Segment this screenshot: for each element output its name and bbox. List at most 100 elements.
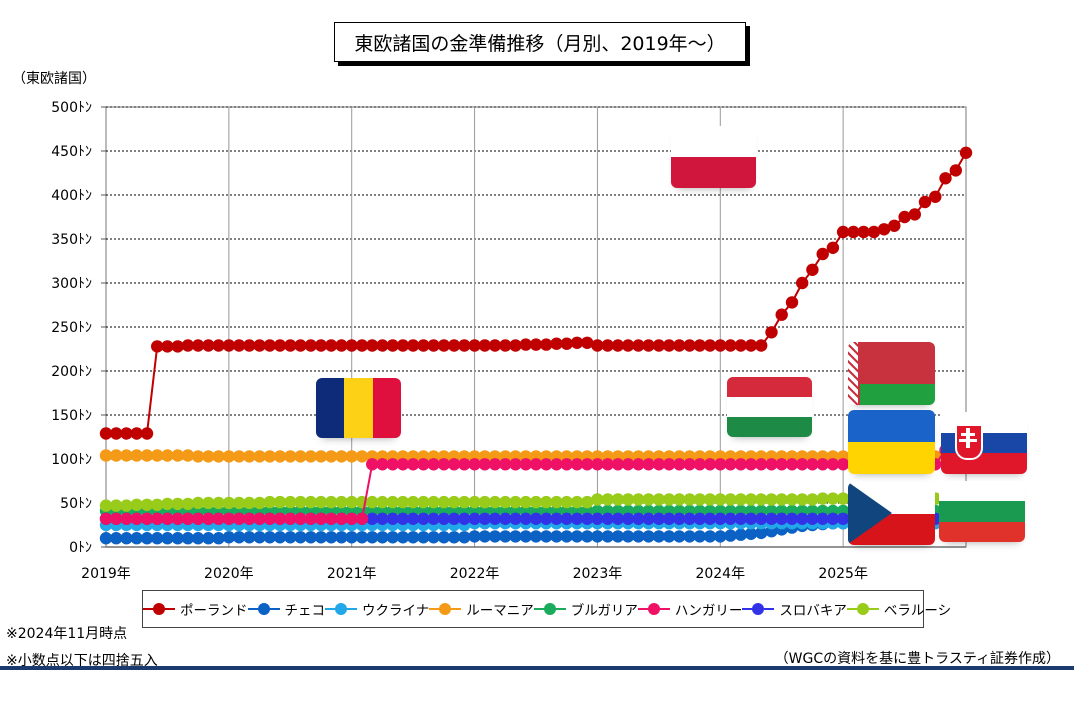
data-point [161,340,174,353]
data-point [519,338,532,351]
legend-item: ブルガリア [533,599,638,619]
data-point [765,512,778,525]
data-point [140,512,154,525]
y-tick-label: 450ﾄﾝ [51,144,92,160]
data-point [335,512,348,525]
data-point [284,450,297,463]
data-point [550,530,563,543]
data-point [130,449,143,462]
chart-title: 東欧諸国の金準備推移（月別、2019年～） [334,22,746,62]
data-point [458,531,471,544]
data-point [693,512,706,525]
data-point [396,495,410,509]
data-point [734,493,747,506]
data-point [478,512,491,525]
data-point [222,531,236,544]
data-point [161,532,174,545]
data-point [232,450,246,463]
data-point [273,495,287,509]
data-point [478,530,491,543]
data-point [355,339,369,352]
data-point [284,512,297,525]
data-point [601,458,614,471]
data-point [284,339,297,352]
data-point [355,512,369,525]
data-point [529,512,543,525]
data-point [181,449,195,462]
data-point [273,531,287,544]
data-point [724,512,737,525]
data-point [273,512,287,525]
data-point [714,512,727,525]
data-point [447,458,461,471]
data-point [488,530,502,543]
data-point [161,497,174,511]
data-point [826,512,840,525]
data-point [253,496,266,510]
data-point [560,495,573,509]
data-point [304,339,317,352]
data-point [662,339,676,352]
data-point [724,458,737,471]
data-point [120,512,133,525]
data-point [304,495,317,509]
data-point [140,427,154,440]
data-point [857,225,870,239]
data-point [417,495,430,509]
data-point [550,495,563,509]
data-point [560,458,573,471]
data-point [263,512,276,525]
data-point [785,296,799,309]
data-point [478,458,491,471]
data-point [386,495,399,509]
data-point [581,458,594,471]
y-tick-label: 350ﾄﾝ [51,232,92,248]
series-7 [99,492,973,512]
data-point [468,339,481,352]
romania-flag [316,378,401,438]
data-point [417,531,430,544]
data-point [191,339,205,352]
legend-swatch [247,602,280,616]
data-point [570,336,584,349]
data-point [591,458,604,471]
data-point [611,493,625,506]
data-point [796,512,809,525]
legend-item: ベラルーシ [846,599,951,619]
bulgaria-flag [939,481,1025,542]
data-point [345,512,358,525]
data-point [499,458,512,471]
data-point [325,531,338,544]
data-point [110,532,123,545]
data-point [202,450,215,463]
data-point [417,339,430,352]
data-point [816,458,829,471]
data-point [120,499,133,512]
legend-label: ブルガリア [570,603,638,619]
data-point [212,512,225,525]
data-point [99,512,113,525]
data-point [540,512,553,525]
data-point [499,339,512,352]
data-point [437,512,451,525]
data-point [458,495,471,509]
data-point [335,450,348,463]
data-point [294,450,307,463]
data-point [714,530,727,543]
data-point [714,493,727,506]
data-point [621,530,635,543]
data-point [110,512,123,525]
data-point [488,512,502,525]
data-point [427,495,440,509]
data-point [130,512,143,525]
data-point [161,512,174,525]
data-point [836,512,850,525]
data-point [509,530,522,543]
data-point [683,458,696,471]
data-point [642,493,655,506]
data-point [366,495,379,509]
data-point [325,495,338,509]
data-point [703,493,717,506]
y-tick-label: 100ﾄﾝ [51,452,92,468]
data-point [376,512,389,525]
